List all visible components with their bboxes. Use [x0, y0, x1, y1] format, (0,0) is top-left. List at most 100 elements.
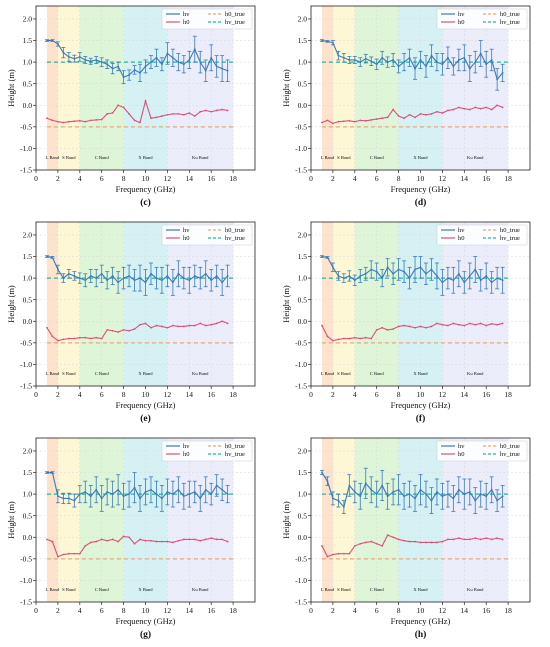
hv-data-point: [166, 491, 169, 493]
h0-data-point: [490, 322, 493, 325]
h0-data-point: [89, 119, 92, 122]
legend-box: [161, 440, 253, 462]
hv-data-point: [332, 266, 334, 269]
x-tick-label: 2: [331, 174, 335, 183]
h0-data-point: [397, 325, 400, 328]
h0-data-point: [204, 538, 207, 541]
h0-data-point: [111, 538, 114, 541]
legend-label: hv_true: [225, 235, 245, 242]
h0-data-point: [111, 112, 114, 114]
hv-data-point: [78, 277, 81, 280]
x-tick-label: 14: [186, 174, 194, 183]
hv-data-point: [139, 71, 141, 74]
hv-data-point: [193, 275, 196, 277]
hv-data-point: [457, 272, 460, 275]
hv-data-point: [62, 277, 65, 280]
band-region: [332, 222, 355, 386]
h0-data-point: [419, 325, 422, 328]
hv-data-point: [199, 497, 202, 500]
hv-data-point: [326, 480, 329, 483]
band-label: L Band: [321, 155, 335, 160]
x-axis-label: Frequency (GHz): [116, 400, 176, 410]
h0-data-point: [182, 538, 185, 541]
h0-data-point: [67, 337, 70, 340]
hv-data-point: [84, 279, 87, 282]
h0-data-point: [501, 538, 504, 541]
x-tick-label: 14: [461, 606, 469, 615]
h0-data-point: [359, 337, 362, 340]
hv-data-point: [111, 493, 114, 496]
hv-data-point: [392, 272, 395, 275]
hv-data-point: [46, 255, 48, 258]
band-label: C Band: [370, 371, 385, 376]
h0-data-point: [457, 323, 460, 326]
y-tick-label: 2.0: [23, 231, 33, 240]
h0-data-point: [155, 540, 158, 543]
band-region: [442, 438, 509, 602]
hv-data-point: [199, 277, 202, 280]
band-label: C Band: [95, 587, 110, 592]
hv-data-point: [446, 56, 449, 59]
hv-data-point: [364, 272, 367, 275]
hv-data-point: [359, 495, 362, 498]
h0-data-point: [381, 544, 384, 547]
hv-data-point: [474, 61, 477, 64]
hv-data-point: [474, 499, 477, 502]
hv-data-point: [193, 48, 196, 51]
hv-data-point: [359, 61, 362, 64]
h0-data-point: [199, 322, 202, 325]
hv-data-point: [215, 484, 218, 487]
legend-label: h0_true: [500, 443, 520, 450]
hv-data-point: [122, 76, 125, 79]
hv-data-point: [73, 499, 76, 502]
h0-data-point: [133, 542, 136, 545]
h0-data-point: [403, 539, 405, 542]
x-axis-label: Frequency (GHz): [391, 184, 451, 194]
hv-data-point: [226, 275, 229, 277]
hv-data-point: [144, 281, 147, 284]
hv-data-point: [348, 59, 351, 61]
band-label: X Band: [413, 587, 428, 592]
h0-data-point: [210, 110, 213, 113]
h0-data-point: [161, 325, 163, 328]
band-label: L Band: [321, 587, 335, 592]
h0-data-point: [46, 538, 48, 541]
y-tick-label: 1.0: [298, 274, 308, 283]
x-tick-label: 12: [439, 390, 447, 399]
h0-data-point: [348, 337, 351, 340]
hv-data-point: [321, 255, 323, 258]
band-label: L Band: [46, 587, 60, 592]
h0-data-point: [337, 552, 340, 555]
hv-data-point: [430, 54, 433, 57]
band-region: [167, 222, 234, 386]
hv-data-point: [375, 270, 378, 273]
h0-data-point: [414, 540, 416, 543]
x-tick-label: 10: [142, 174, 150, 183]
x-tick-label: 16: [207, 606, 215, 615]
h0-data-point: [359, 542, 362, 545]
band-region: [46, 6, 58, 170]
x-tick-label: 8: [397, 606, 401, 615]
hv-data-point: [452, 497, 455, 500]
legend-box: [436, 440, 528, 462]
y-tick-label: 2.0: [298, 15, 308, 24]
h0-data-point: [353, 336, 356, 339]
h0-data-point: [177, 112, 180, 115]
hv-data-point: [485, 63, 488, 66]
hv-data-point: [364, 57, 367, 60]
hv-data-point: [221, 281, 224, 284]
y-tick-label: -1.5: [295, 382, 307, 391]
h0-data-point: [182, 113, 185, 116]
band-label: X Band: [138, 587, 153, 592]
band-region: [57, 438, 80, 602]
x-tick-label: 18: [229, 390, 237, 399]
h0-data-point: [111, 329, 114, 332]
x-tick-label: 6: [375, 390, 379, 399]
hv-data-point: [188, 279, 191, 282]
panel-label: (e): [140, 413, 151, 424]
h0-data-point: [370, 119, 373, 121]
y-tick-label: -1.5: [20, 166, 32, 175]
h0-data-point: [78, 119, 81, 122]
hv-data-point: [78, 493, 81, 496]
h0-data-point: [364, 336, 367, 339]
